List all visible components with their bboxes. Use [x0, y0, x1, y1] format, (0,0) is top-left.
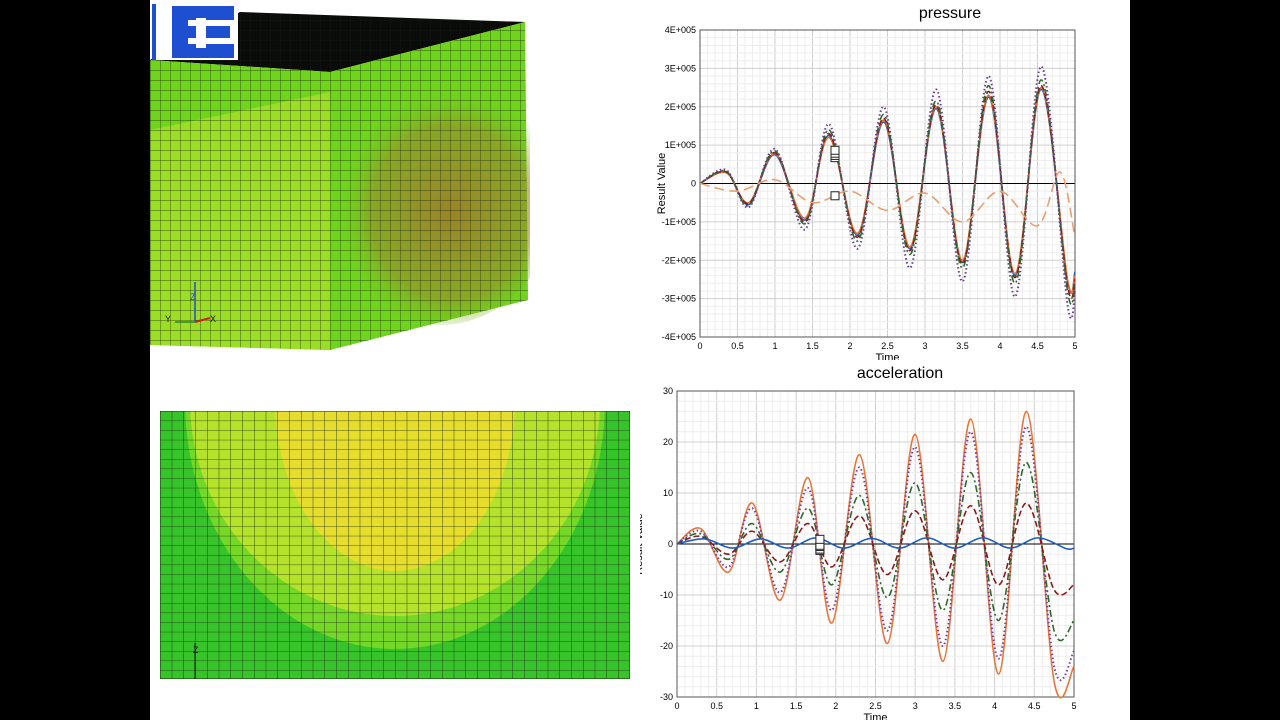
acceleration-y-tick-label: 30 [663, 386, 673, 396]
acceleration-x-tick-label: 3 [913, 701, 918, 711]
mesh-3d-view[interactable]: Z Y X [150, 0, 555, 352]
pressure-x-tick-label: 4.5 [1031, 341, 1044, 351]
acceleration-x-axis-label: Time [863, 712, 887, 720]
pressure-y-tick-label: 4E+005 [665, 25, 696, 35]
acceleration-x-tick-label: 4.5 [1028, 701, 1041, 711]
acceleration-x-tick-label: 2 [833, 701, 838, 711]
pressure-x-axis-label: Time [875, 352, 899, 360]
acceleration-series-3 [676, 461, 1075, 642]
pressure-chart-title: pressure [918, 5, 982, 22]
acceleration-y-tick-label: 10 [663, 488, 673, 498]
mesh-3d-svg: Z Y X [150, 12, 555, 350]
fe-logo-mark [152, 4, 234, 60]
acceleration-series-4 [676, 502, 1075, 596]
pressure-x-tick-label: 2 [847, 341, 852, 351]
pressure-x-tick-label: 3.5 [956, 341, 969, 351]
pressure-series-5 [699, 65, 1076, 320]
acceleration-x-tick-label: 2.5 [869, 701, 882, 711]
pressure-x-tick-label: 1 [772, 341, 777, 351]
acceleration-y-tick-label: -30 [660, 692, 673, 702]
acceleration-x-tick-label: 3.5 [949, 701, 962, 711]
pressure-y-tick-label: -2E+005 [662, 255, 696, 265]
acceleration-marker-5[interactable] [815, 534, 825, 544]
pressure-x-tick-label: 5 [1072, 341, 1077, 351]
pressure-series-6 [699, 171, 1076, 238]
pressure-x-tick-label: 3 [922, 341, 927, 351]
triad-3d: Z Y X [165, 282, 216, 324]
triad-2d-x: X [162, 678, 168, 679]
pressure-y-tick-label: -4E+005 [662, 332, 696, 342]
triad-3d-x: X [210, 314, 216, 324]
pressure-y-tick-label: -1E+005 [662, 217, 696, 227]
mesh-2d-svg: Z X Y [160, 411, 630, 688]
acceleration-x-tick-label: 1.5 [790, 701, 803, 711]
pressure-x-tick-label: 1.5 [806, 341, 819, 351]
pressure-chart[interactable]: 0 0.5 1 1.5 2 2.5 3 3.5 4 4.5 5 -4E+005 -3E+005 -2E+0… [640, 25, 1130, 360]
acceleration-y-tick-label: 0 [668, 539, 673, 549]
pressure-y-tick-label: 0 [691, 179, 696, 189]
pressure-y-tick-label: 2E+005 [665, 102, 696, 112]
acceleration-chart[interactable]: 0 0.5 1 1.5 2 2.5 3 3.5 4 4.5 5 -30 -20 -10 0 10 20 30 Tim… [640, 385, 1130, 720]
triad-3d-z: Z [190, 292, 196, 302]
pressure-y-tick-label: 1E+005 [665, 140, 696, 150]
triad-2d-z: Z [193, 645, 199, 655]
acceleration-chart-title: acceleration [856, 365, 944, 382]
acceleration-x-tick-label: 5 [1071, 701, 1076, 711]
pressure-x-tick-label: 2.5 [881, 341, 894, 351]
acceleration-y-axis-label: Result Value [640, 513, 645, 575]
pressure-x-tick-label: 0.5 [731, 341, 744, 351]
acceleration-x-tick-label: 0 [674, 701, 679, 711]
pressure-y-tick-label: 3E+005 [665, 63, 696, 73]
acceleration-series-5 [676, 537, 1075, 551]
pressure-y-tick-label: -3E+005 [662, 294, 696, 304]
acceleration-series-2 [676, 425, 1075, 682]
acceleration-y-tick-label: -10 [660, 590, 673, 600]
pressure-x-tick-label: 4 [997, 341, 1002, 351]
mesh-2d-view[interactable]: Z X Y [160, 411, 630, 688]
pressure-y-axis-label: Result Value [656, 153, 668, 215]
acceleration-y-tick-label: -20 [660, 641, 673, 651]
screen-canvas: Z Y X [150, 0, 1130, 720]
fe-logo [152, 4, 238, 60]
acceleration-x-tick-label: 4 [992, 701, 997, 711]
triad-3d-y: Y [165, 314, 171, 324]
pressure-x-tick-label: 0 [697, 341, 702, 351]
acceleration-y-tick-label: 20 [663, 437, 673, 447]
pressure-marker-6[interactable] [830, 191, 840, 201]
triad-2d-y: Y [197, 678, 203, 679]
pressure-marker-5[interactable] [830, 145, 840, 155]
acceleration-x-tick-label: 0.5 [710, 701, 723, 711]
acceleration-x-tick-label: 1 [754, 701, 759, 711]
